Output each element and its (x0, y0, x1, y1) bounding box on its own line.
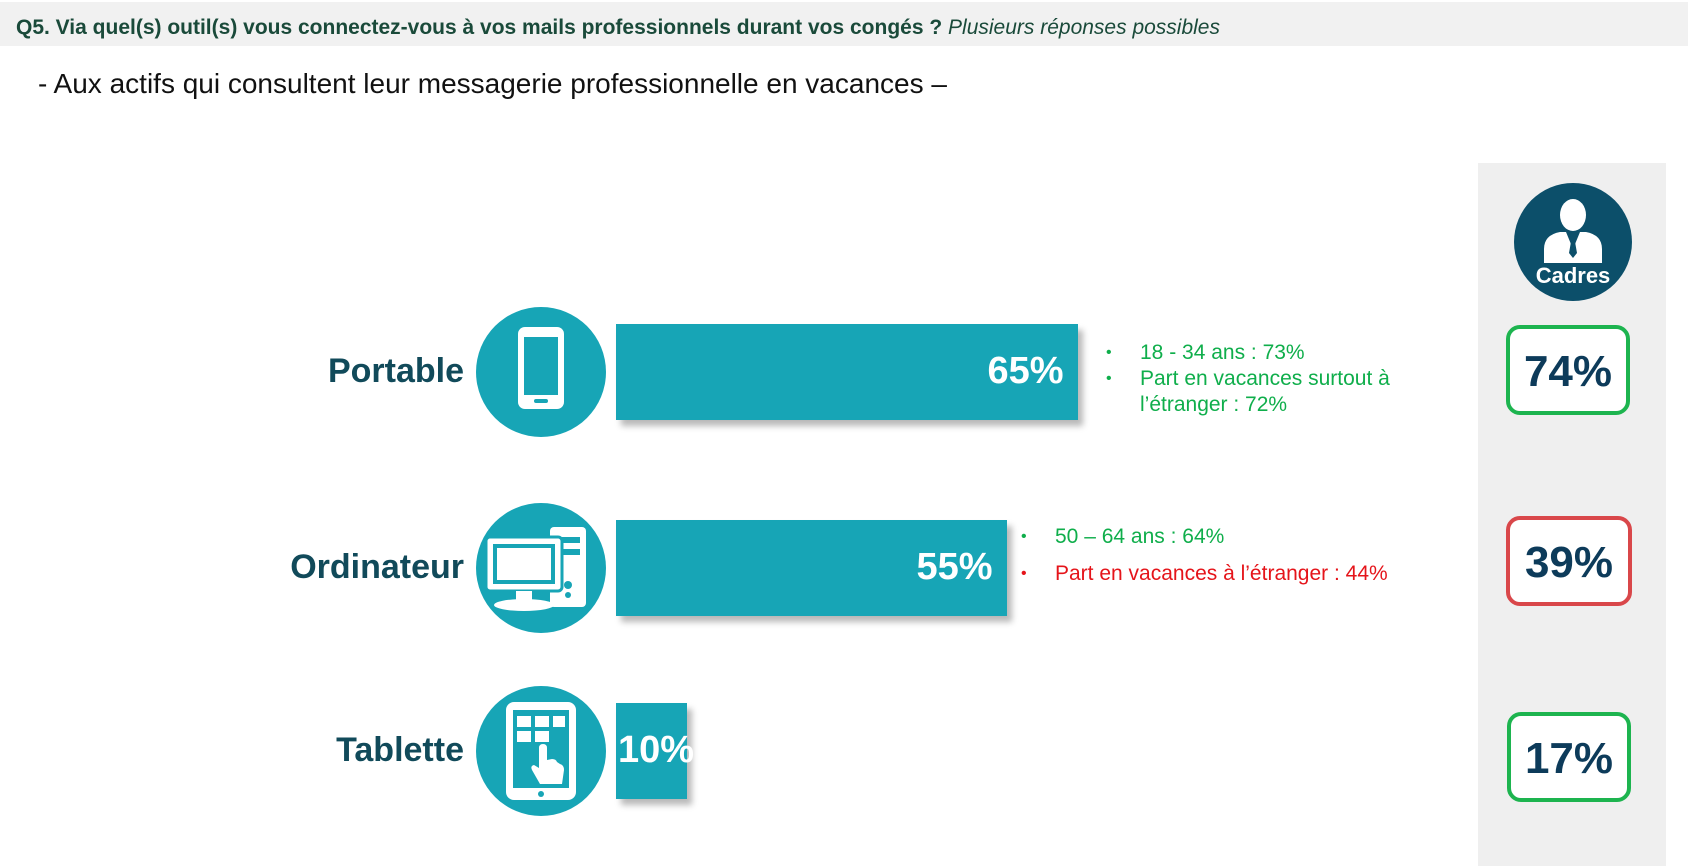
annotation-text: 18 - 34 ans : 73% (1140, 341, 1305, 364)
bar-value-label-portable: 65% (987, 350, 1064, 392)
smartphone-icon (518, 327, 564, 409)
tablet-icon (506, 702, 576, 800)
bar-portable (616, 324, 1078, 420)
category-label-ordinateur: Ordinateur (290, 548, 464, 586)
question-main: Q5. Via quel(s) outil(s) vous connectez-… (16, 16, 943, 39)
business-person-icon (1544, 199, 1602, 263)
bar-value-label-ordinateur: 55% (916, 546, 993, 588)
question-text: Q5. Via quel(s) outil(s) vous connectez-… (16, 16, 1220, 40)
phone-icon-circle (476, 307, 606, 437)
desktop-computer-icon (484, 527, 586, 611)
annotation-item: • 50 – 64 ans : 64% (1021, 518, 1401, 555)
annotation-item: • Part en vacances surtout à l’étranger :… (1106, 366, 1406, 418)
annotation-item: • 18 - 34 ans : 73% (1106, 340, 1406, 366)
annotation-text: Part en vacances surtout à l’étranger : … (1140, 367, 1390, 416)
cadres-value: 17% (1524, 734, 1614, 783)
tablet-icon-circle (476, 686, 606, 816)
annotation-text: 50 – 64 ans : 64% (1055, 525, 1225, 548)
question-note: Plusieurs réponses possibles (948, 16, 1220, 39)
bar-ordinateur (616, 520, 1007, 616)
annotations-portable: • 18 - 34 ans : 73% • Part en vacances surt… (1106, 340, 1406, 418)
bullet-icon: • (1106, 344, 1112, 361)
bullet-icon: • (1021, 528, 1027, 545)
cadres-value-box-portable: 74% (1506, 325, 1630, 415)
computer-icon-circle (476, 503, 606, 633)
bullet-icon: • (1106, 370, 1112, 387)
bullet-icon: • (1021, 565, 1027, 582)
question-bar: Q5. Via quel(s) outil(s) vous connectez-… (0, 2, 1688, 46)
category-label-tablette: Tablette (336, 731, 464, 769)
cadres-value: 39% (1524, 538, 1614, 587)
bar-value-label-tablette: 10% (618, 729, 695, 771)
cadres-title: Cadres (1535, 263, 1611, 288)
bar-tablette (616, 703, 687, 799)
cadres-value-box-tablette: 17% (1507, 712, 1631, 802)
annotations-ordinateur: • 50 – 64 ans : 64% • Part en vacances à l’… (1021, 518, 1401, 592)
subtitle: - Aux actifs qui consultent leur message… (38, 68, 947, 99)
category-label-portable: Portable (327, 352, 464, 390)
annotation-text: Part en vacances à l’étranger : 44% (1055, 562, 1388, 585)
cadres-header: Cadres (1514, 183, 1632, 301)
cadres-value: 74% (1523, 347, 1613, 396)
cadres-value-box-ordinateur: 39% (1506, 516, 1632, 606)
annotation-item: • Part en vacances à l’étranger : 44% (1021, 555, 1401, 592)
